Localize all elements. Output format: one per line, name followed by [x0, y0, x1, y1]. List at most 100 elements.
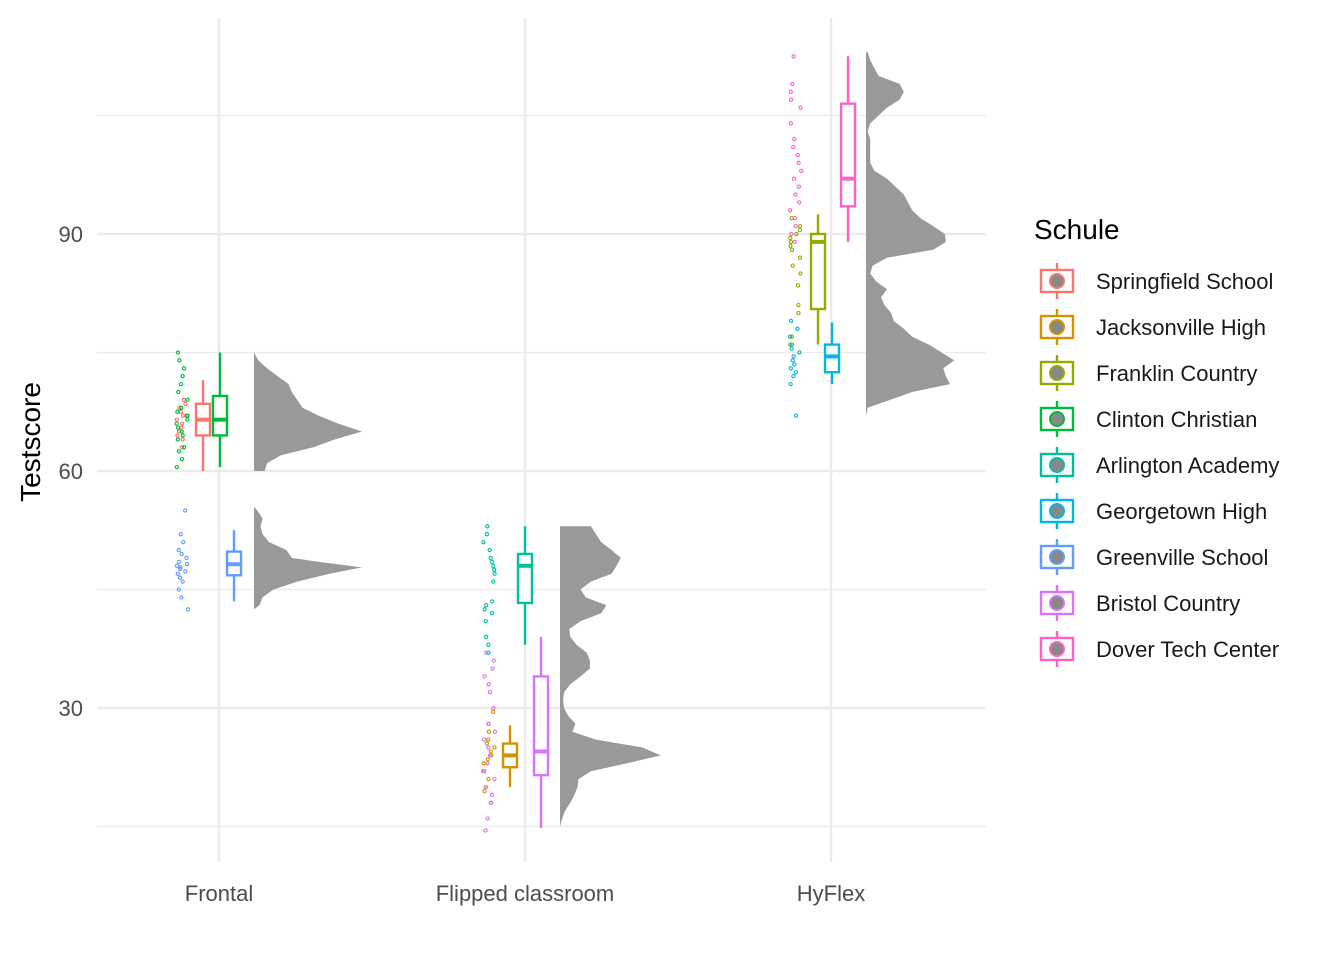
data-point [788, 318, 794, 324]
data-point [181, 366, 187, 371]
data-point [177, 358, 182, 363]
data-point [481, 737, 487, 742]
data-point [177, 575, 183, 580]
boxplots [194, 56, 857, 829]
data-point [789, 342, 795, 347]
legend-key-point [1049, 273, 1065, 289]
legend-entry-label: Franklin Country [1096, 361, 1257, 386]
boxplot [809, 214, 827, 345]
data-point [793, 223, 798, 229]
data-point [175, 350, 181, 355]
data-point [792, 137, 797, 142]
data-point [175, 425, 181, 430]
boxplot [501, 725, 519, 787]
data-point [789, 334, 795, 339]
legend-key-point [1049, 595, 1065, 611]
data-point [489, 611, 495, 616]
legend-entry-label: Georgetown High [1096, 499, 1267, 524]
data-point [174, 563, 180, 568]
y-axis-title: Testscore [15, 382, 46, 502]
data-point [182, 508, 188, 513]
legend-entry: Clinton Christian [1039, 401, 1257, 437]
data-point [790, 81, 795, 87]
legend-entry: Bristol Country [1039, 585, 1240, 621]
legend-key-point [1049, 319, 1065, 335]
data-point [179, 445, 185, 450]
data-point [178, 565, 183, 570]
data-point [486, 745, 491, 750]
boxplot [839, 56, 857, 242]
data-point [491, 563, 496, 568]
data-point [491, 579, 496, 584]
data-point [179, 405, 184, 410]
data-point [788, 243, 793, 248]
data-point [797, 350, 802, 355]
data-point [181, 539, 186, 545]
data-point [180, 374, 185, 379]
data-point [788, 97, 794, 102]
data-point [179, 421, 185, 426]
data-point [796, 302, 801, 308]
data-point [178, 381, 184, 387]
legend-entry: Georgetown High [1039, 493, 1267, 529]
legend-key-point [1049, 411, 1065, 427]
y-tick-label: 90 [59, 222, 83, 247]
data-point [489, 800, 494, 805]
data-point [180, 579, 185, 584]
boxplot-box [809, 232, 827, 311]
data-point [790, 263, 795, 268]
data-point [788, 381, 793, 387]
density-cloud [866, 52, 955, 416]
legend-entry: Greenville School [1039, 539, 1268, 575]
legend-entry: Arlington Academy [1039, 447, 1279, 483]
data-point [791, 176, 797, 181]
data-point [788, 89, 793, 94]
data-point [482, 788, 487, 794]
data-point [482, 607, 487, 612]
data-point [486, 737, 491, 742]
data-point [177, 405, 182, 410]
data-point [175, 409, 180, 414]
data-point [792, 362, 797, 367]
data-point [181, 397, 187, 403]
data-point [795, 326, 800, 331]
legend-key-point [1049, 503, 1065, 519]
data-point [176, 389, 181, 395]
data-point [492, 571, 497, 576]
data-point [487, 547, 492, 553]
boxplot [823, 322, 841, 385]
data-point [792, 239, 797, 245]
data-point [175, 571, 180, 576]
boxplot-box [839, 102, 857, 208]
data-point [482, 674, 487, 679]
data-point [787, 208, 793, 213]
y-tick-label: 60 [59, 459, 83, 484]
x-tick-label: Frontal [185, 881, 253, 906]
data-point [178, 566, 183, 572]
legend-entry-label: Bristol Country [1096, 591, 1240, 616]
data-point [796, 160, 801, 166]
boxplot [516, 526, 534, 645]
data-point [174, 421, 179, 426]
data-point [183, 569, 188, 574]
data-point [178, 532, 183, 537]
data-point [797, 255, 803, 260]
data-point [491, 567, 497, 572]
data-point [788, 239, 794, 245]
legend-entry: Dover Tech Center [1039, 631, 1279, 667]
data-point [178, 409, 184, 414]
legend-entry-label: Dover Tech Center [1096, 637, 1279, 662]
boxplot-box [516, 552, 534, 605]
density-cloud [254, 506, 362, 610]
legend-title: Schule [1034, 214, 1120, 245]
data-point [481, 539, 486, 545]
data-point [791, 374, 796, 379]
legend-entry: Jacksonville High [1039, 309, 1266, 345]
data-point [790, 358, 795, 363]
boxplot [211, 352, 229, 468]
data-point [174, 417, 180, 422]
data-point [787, 334, 793, 339]
data-point [486, 729, 492, 734]
data-point [492, 729, 498, 734]
data-point [799, 168, 804, 173]
